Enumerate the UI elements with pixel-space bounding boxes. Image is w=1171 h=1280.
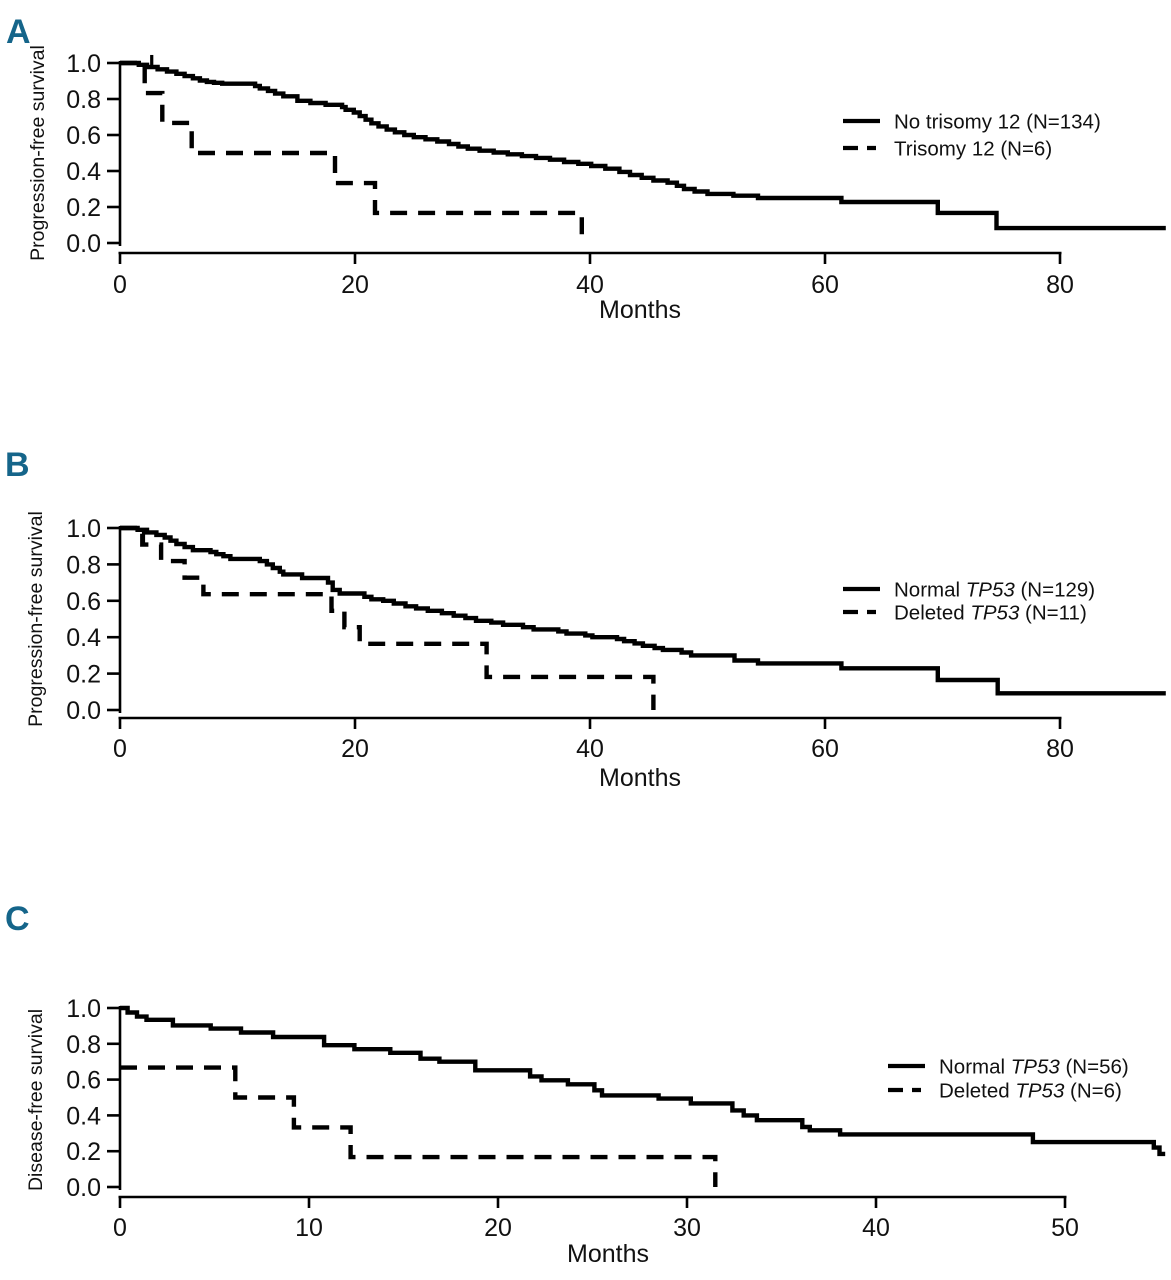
x-tick-label: 40 [862, 1214, 890, 1242]
panel-label-a: A [6, 13, 31, 51]
y-tick-label: 0.4 [66, 1102, 101, 1130]
legend-label: No trisomy 12 (N=134) [894, 111, 1101, 134]
x-tick-label: 20 [341, 271, 369, 299]
km-curve-solid [120, 525, 1166, 696]
y-tick-label: 0.2 [66, 194, 101, 222]
y-tick-label: 0.2 [66, 661, 101, 689]
x-tick-label: 10 [295, 1214, 323, 1242]
y-tick-label: 0.4 [66, 158, 101, 186]
y-tick-label: 0.0 [66, 230, 101, 258]
km-curve-dashed [120, 60, 584, 243]
legend-label: Deleted TP53 (N=6) [939, 1080, 1122, 1103]
x-tick-label: 30 [673, 1214, 701, 1242]
y-axis-title: Disease-free survival [25, 1009, 47, 1191]
y-tick-label: 1.0 [66, 995, 101, 1023]
y-tick-label: 1.0 [66, 50, 101, 78]
y-axis-title: Progression-free survival [27, 45, 49, 261]
x-tick-label: 0 [113, 735, 127, 763]
x-tick-label: 40 [576, 271, 604, 299]
x-axis-title: Months [599, 764, 681, 792]
x-tick-label: 80 [1046, 735, 1074, 763]
x-axis-title: Months [599, 296, 681, 324]
legend-label: Normal TP53 (N=56) [939, 1056, 1129, 1079]
x-tick-label: 60 [811, 735, 839, 763]
x-tick-label: 40 [576, 735, 604, 763]
x-tick-label: 0 [113, 1214, 127, 1242]
x-tick-label: 80 [1046, 271, 1074, 299]
y-tick-label: 0.6 [66, 1067, 101, 1095]
km-curve-solid [120, 60, 1166, 231]
panels-group: 1.0 0.8 0.6 0.4 0.2 0.0 Progression-free survi… [25, 45, 1166, 1268]
x-tick-label: 60 [811, 271, 839, 299]
panel-label-b: B [5, 446, 30, 484]
panel-b: 1.0 0.8 0.6 0.4 0.2 0.0 Progression-free survi… [25, 511, 1166, 792]
x-tick-label: 0 [113, 271, 127, 299]
x-tick-label: 50 [1051, 1214, 1079, 1242]
legend-label: Normal TP53 (N=129) [894, 579, 1095, 602]
legend-label: Trisomy 12 (N=6) [894, 138, 1052, 161]
y-tick-label: 0.8 [66, 551, 101, 579]
panel-label-c: C [5, 900, 30, 938]
km-curve-dashed [120, 1065, 718, 1187]
y-tick-label: 0.2 [66, 1138, 101, 1166]
y-tick-label: 1.0 [66, 515, 101, 543]
x-axis-title: Months [567, 1240, 649, 1268]
panel-c: 1.0 0.8 0.6 0.4 0.2 0.0 Disease-free survival 0… [25, 995, 1166, 1268]
y-tick-label: 0.6 [66, 122, 101, 150]
y-tick-label: 0.8 [66, 1031, 101, 1059]
y-tick-label: 0.6 [66, 588, 101, 616]
y-tick-label: 0.8 [66, 86, 101, 114]
y-tick-label: 0.4 [66, 624, 101, 652]
y-tick-label: 0.0 [66, 697, 101, 725]
km-curve-solid [120, 1005, 1166, 1157]
legend-label: Deleted TP53 (N=11) [894, 602, 1087, 625]
x-tick-label: 20 [484, 1214, 512, 1242]
y-tick-label: 0.0 [66, 1174, 101, 1202]
panel-a: 1.0 0.8 0.6 0.4 0.2 0.0 Progression-free survi… [27, 45, 1166, 324]
y-axis-title: Progression-free survival [25, 511, 47, 727]
km-curve-dashed [120, 525, 656, 710]
x-tick-label: 20 [341, 735, 369, 763]
